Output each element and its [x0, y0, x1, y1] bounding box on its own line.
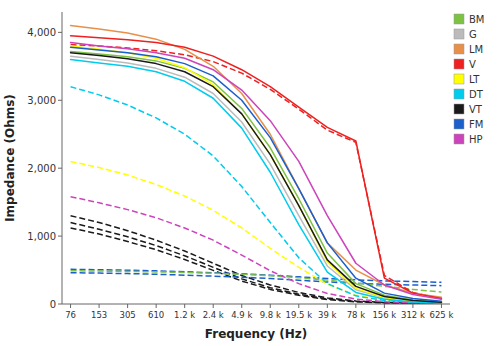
- x-tick-label: 305: [120, 310, 136, 320]
- legend-swatch: [454, 74, 464, 84]
- legend-label: V: [469, 59, 476, 70]
- legend-swatch: [454, 104, 464, 114]
- legend-label: LT: [469, 74, 480, 85]
- y-tick: [58, 100, 62, 101]
- x-tick-label: 153: [91, 310, 107, 320]
- x-tick-label: 76: [65, 310, 76, 320]
- lines: [71, 26, 442, 304]
- legend-swatch: [454, 14, 464, 24]
- dashed-line: [71, 197, 442, 304]
- legend-label: HP: [469, 134, 483, 145]
- y-tick-label: 3,000: [27, 95, 56, 106]
- x-tick-label: 4.9 k: [231, 310, 252, 320]
- dashed-line: [71, 161, 442, 303]
- line: [71, 53, 442, 303]
- dashed-line: [71, 228, 442, 304]
- legend-swatch: [454, 44, 464, 54]
- line: [71, 36, 442, 299]
- x-tick: [241, 304, 242, 308]
- y-axis-label: Impedance (Ohms): [3, 94, 17, 222]
- x-tick: [298, 304, 299, 308]
- legend-label: DT: [469, 89, 484, 100]
- axes: 0 1,000 2,000 3,000 4,000 76 153 305 610 1.2 k 2.4…: [27, 12, 453, 320]
- y-tick: [58, 304, 62, 305]
- x-tick: [355, 304, 356, 308]
- line: [71, 60, 442, 303]
- legend-swatch: [454, 59, 464, 69]
- legend-swatch: [454, 29, 464, 39]
- legend-label: LM: [469, 44, 483, 55]
- line: [71, 56, 442, 303]
- y-tick-label: 4,000: [27, 27, 56, 38]
- line: [71, 43, 442, 300]
- legend-label: BM: [469, 14, 485, 25]
- legend-label: FM: [469, 119, 483, 130]
- dashed-line: [71, 45, 442, 299]
- dashed-line: [71, 271, 442, 292]
- x-tick: [213, 304, 214, 308]
- x-tick-label: 156 k: [372, 310, 396, 320]
- y-tick: [58, 236, 62, 237]
- legend-swatch: [454, 119, 464, 129]
- x-tick: [327, 304, 328, 308]
- legend-swatch: [454, 89, 464, 99]
- legend-label: G: [469, 29, 477, 40]
- legend: BM G LM V LT DT VT FM HP: [454, 14, 485, 145]
- x-tick-label: 39 k: [318, 310, 337, 320]
- line: [71, 51, 442, 302]
- y-tick: [58, 32, 62, 33]
- x-tick: [184, 304, 185, 308]
- x-tick: [99, 304, 100, 308]
- x-tick: [156, 304, 157, 308]
- x-axis-line: [62, 304, 450, 305]
- x-tick: [270, 304, 271, 308]
- x-tick-label: 610: [148, 310, 164, 320]
- x-tick-label: 2.4 k: [203, 310, 224, 320]
- line: [71, 46, 442, 303]
- line: [71, 47, 442, 301]
- x-tick-label: 625 k: [430, 310, 454, 320]
- y-tick-label: 0: [50, 299, 56, 310]
- x-tick: [384, 304, 385, 308]
- x-tick-label: 19.5 k: [286, 310, 313, 320]
- legend-swatch: [454, 134, 464, 144]
- y-tick-label: 2,000: [27, 163, 56, 174]
- y-tick: [58, 168, 62, 169]
- x-tick: [441, 304, 442, 308]
- x-tick: [412, 304, 413, 308]
- y-axis-line: [62, 12, 63, 304]
- x-tick: [127, 304, 128, 308]
- x-tick-label: 9.8 k: [260, 310, 281, 320]
- x-tick-label: 312 k: [401, 310, 425, 320]
- x-tick-label: 1.2 k: [174, 310, 195, 320]
- legend-label: VT: [469, 104, 483, 115]
- x-axis-label: Frequency (Hz): [205, 327, 307, 341]
- chart: 0 1,000 2,000 3,000 4,000 76 153 305 610 1.2 k 2.4…: [0, 0, 500, 346]
- x-tick: [70, 304, 71, 308]
- dashed-line: [71, 216, 442, 304]
- x-tick-label: 78 k: [347, 310, 366, 320]
- y-tick-label: 1,000: [27, 231, 56, 242]
